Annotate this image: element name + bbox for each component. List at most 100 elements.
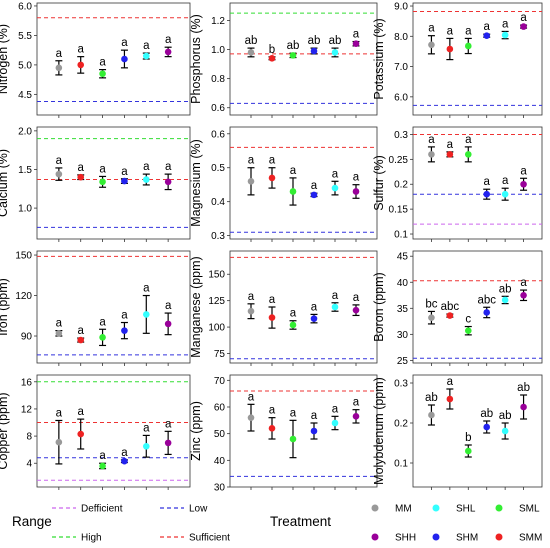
y-tick-label: 125 bbox=[208, 296, 225, 307]
point-shh bbox=[520, 23, 527, 30]
panel-frame bbox=[229, 2, 378, 116]
point-sml bbox=[289, 435, 297, 443]
y-tick-label: 4.5 bbox=[18, 90, 32, 101]
y-tick-label: 1.2 bbox=[211, 16, 225, 27]
significance-label: a bbox=[447, 376, 454, 388]
significance-label: a bbox=[165, 300, 172, 312]
y-tick-label: 35 bbox=[397, 304, 409, 315]
y-tick-label: 5.0 bbox=[18, 60, 32, 71]
legend-range-high: High bbox=[52, 533, 102, 544]
point-sml bbox=[464, 151, 472, 158]
panel-zinc: 30 40 50 60 70 a a a a a a Zinc (ppm) bbox=[189, 374, 378, 494]
significance-label: a bbox=[165, 34, 172, 46]
panel-frame bbox=[412, 250, 543, 364]
y-tick-label: 9.0 bbox=[394, 2, 408, 13]
significance-label: ab bbox=[329, 35, 342, 47]
significance-label: ab bbox=[517, 382, 530, 394]
legend-label: SHH bbox=[395, 533, 416, 544]
point-shh bbox=[520, 403, 527, 411]
y-tick-label: 0.2 bbox=[394, 180, 408, 191]
point-shl bbox=[501, 427, 509, 435]
significance-label: a bbox=[428, 23, 435, 35]
point-mm bbox=[247, 307, 255, 315]
point-smm bbox=[268, 54, 276, 62]
legend-label: SHL bbox=[456, 504, 476, 515]
y-tick-label: 0.25 bbox=[389, 155, 409, 166]
legend-label: Low bbox=[189, 504, 208, 515]
significance-label: a bbox=[447, 139, 454, 151]
point-shm bbox=[483, 190, 491, 198]
y-axis-label: Magnesium (%) bbox=[189, 139, 203, 227]
y-axis-label: Manganese (ppm) bbox=[189, 256, 203, 357]
y-tick-label: 8.0 bbox=[394, 32, 408, 43]
point-smm bbox=[446, 45, 454, 53]
y-tick-label: 1.5 bbox=[18, 165, 32, 176]
significance-label: a bbox=[121, 447, 128, 459]
significance-label: abc bbox=[441, 301, 460, 313]
significance-label: a bbox=[353, 397, 360, 409]
significance-label: a bbox=[447, 25, 454, 37]
y-tick-label: 90 bbox=[21, 332, 33, 343]
significance-label: a bbox=[311, 301, 318, 313]
point-shh bbox=[164, 320, 172, 328]
point-mm bbox=[428, 314, 435, 321]
legend-label: SML bbox=[519, 504, 540, 515]
significance-label: a bbox=[78, 325, 85, 337]
y-tick-label: 0.4 bbox=[211, 197, 225, 208]
point-smm bbox=[446, 151, 454, 158]
significance-label: a bbox=[428, 134, 435, 146]
panel-copper: 4 8 12 16 a a a a a a Copper (ppm) bbox=[0, 374, 191, 490]
significance-label: a bbox=[143, 283, 150, 295]
significance-label: a bbox=[332, 403, 339, 415]
significance-label: a bbox=[520, 277, 527, 289]
significance-label: ab bbox=[425, 392, 438, 404]
y-tick-label: 0.8 bbox=[211, 74, 225, 85]
y-axis-label: Potassium (%) bbox=[372, 18, 386, 99]
legend-label: MM bbox=[395, 504, 412, 515]
significance-label: a bbox=[56, 407, 63, 419]
point-shl bbox=[331, 49, 339, 56]
point-mm bbox=[55, 330, 63, 337]
panel-frame bbox=[412, 126, 543, 240]
point-shm bbox=[310, 47, 318, 55]
legend-marker bbox=[495, 533, 503, 541]
point-smm bbox=[77, 336, 85, 344]
legend-range-defficient: Defficient bbox=[52, 504, 123, 515]
point-sml bbox=[99, 462, 106, 470]
legend-range-low: Low bbox=[160, 504, 208, 515]
y-tick-label: 4 bbox=[26, 459, 32, 470]
significance-label: a bbox=[290, 165, 297, 177]
panel-frame bbox=[36, 2, 191, 116]
point-shh bbox=[520, 180, 527, 188]
panel-frame bbox=[36, 250, 191, 364]
point-shm bbox=[121, 327, 128, 334]
significance-label: a bbox=[269, 155, 276, 167]
y-tick-label: 5.5 bbox=[18, 31, 32, 42]
point-shm bbox=[121, 457, 128, 465]
panel-nitrogen: 4.5 5.0 5.5 6.0 a a a a a a Nitrogen (%) bbox=[0, 1, 191, 118]
y-axis-label: Copper (ppm) bbox=[0, 392, 10, 469]
significance-label: a bbox=[248, 291, 255, 303]
point-mm bbox=[428, 151, 435, 158]
significance-label: a bbox=[353, 292, 360, 304]
legend-range-title: Range bbox=[12, 514, 52, 529]
point-smm bbox=[268, 314, 276, 321]
y-tick-label: 40 bbox=[214, 456, 226, 467]
point-sml bbox=[99, 334, 106, 341]
y-tick-label: 150 bbox=[208, 270, 225, 281]
significance-label: a bbox=[78, 406, 85, 418]
point-shh bbox=[164, 439, 172, 447]
significance-label: a bbox=[248, 155, 255, 167]
point-shm bbox=[310, 427, 318, 435]
significance-label: a bbox=[121, 37, 128, 49]
y-tick-label: 45 bbox=[397, 252, 409, 263]
y-tick-label: 2.0 bbox=[18, 126, 32, 137]
point-shh bbox=[352, 188, 360, 195]
legend-range-sufficient: Sufficient bbox=[160, 533, 230, 544]
y-tick-label: 0.1 bbox=[394, 459, 408, 470]
y-tick-label: 0.15 bbox=[389, 205, 409, 216]
significance-label: a bbox=[78, 44, 85, 56]
y-tick-label: 100 bbox=[208, 323, 225, 334]
